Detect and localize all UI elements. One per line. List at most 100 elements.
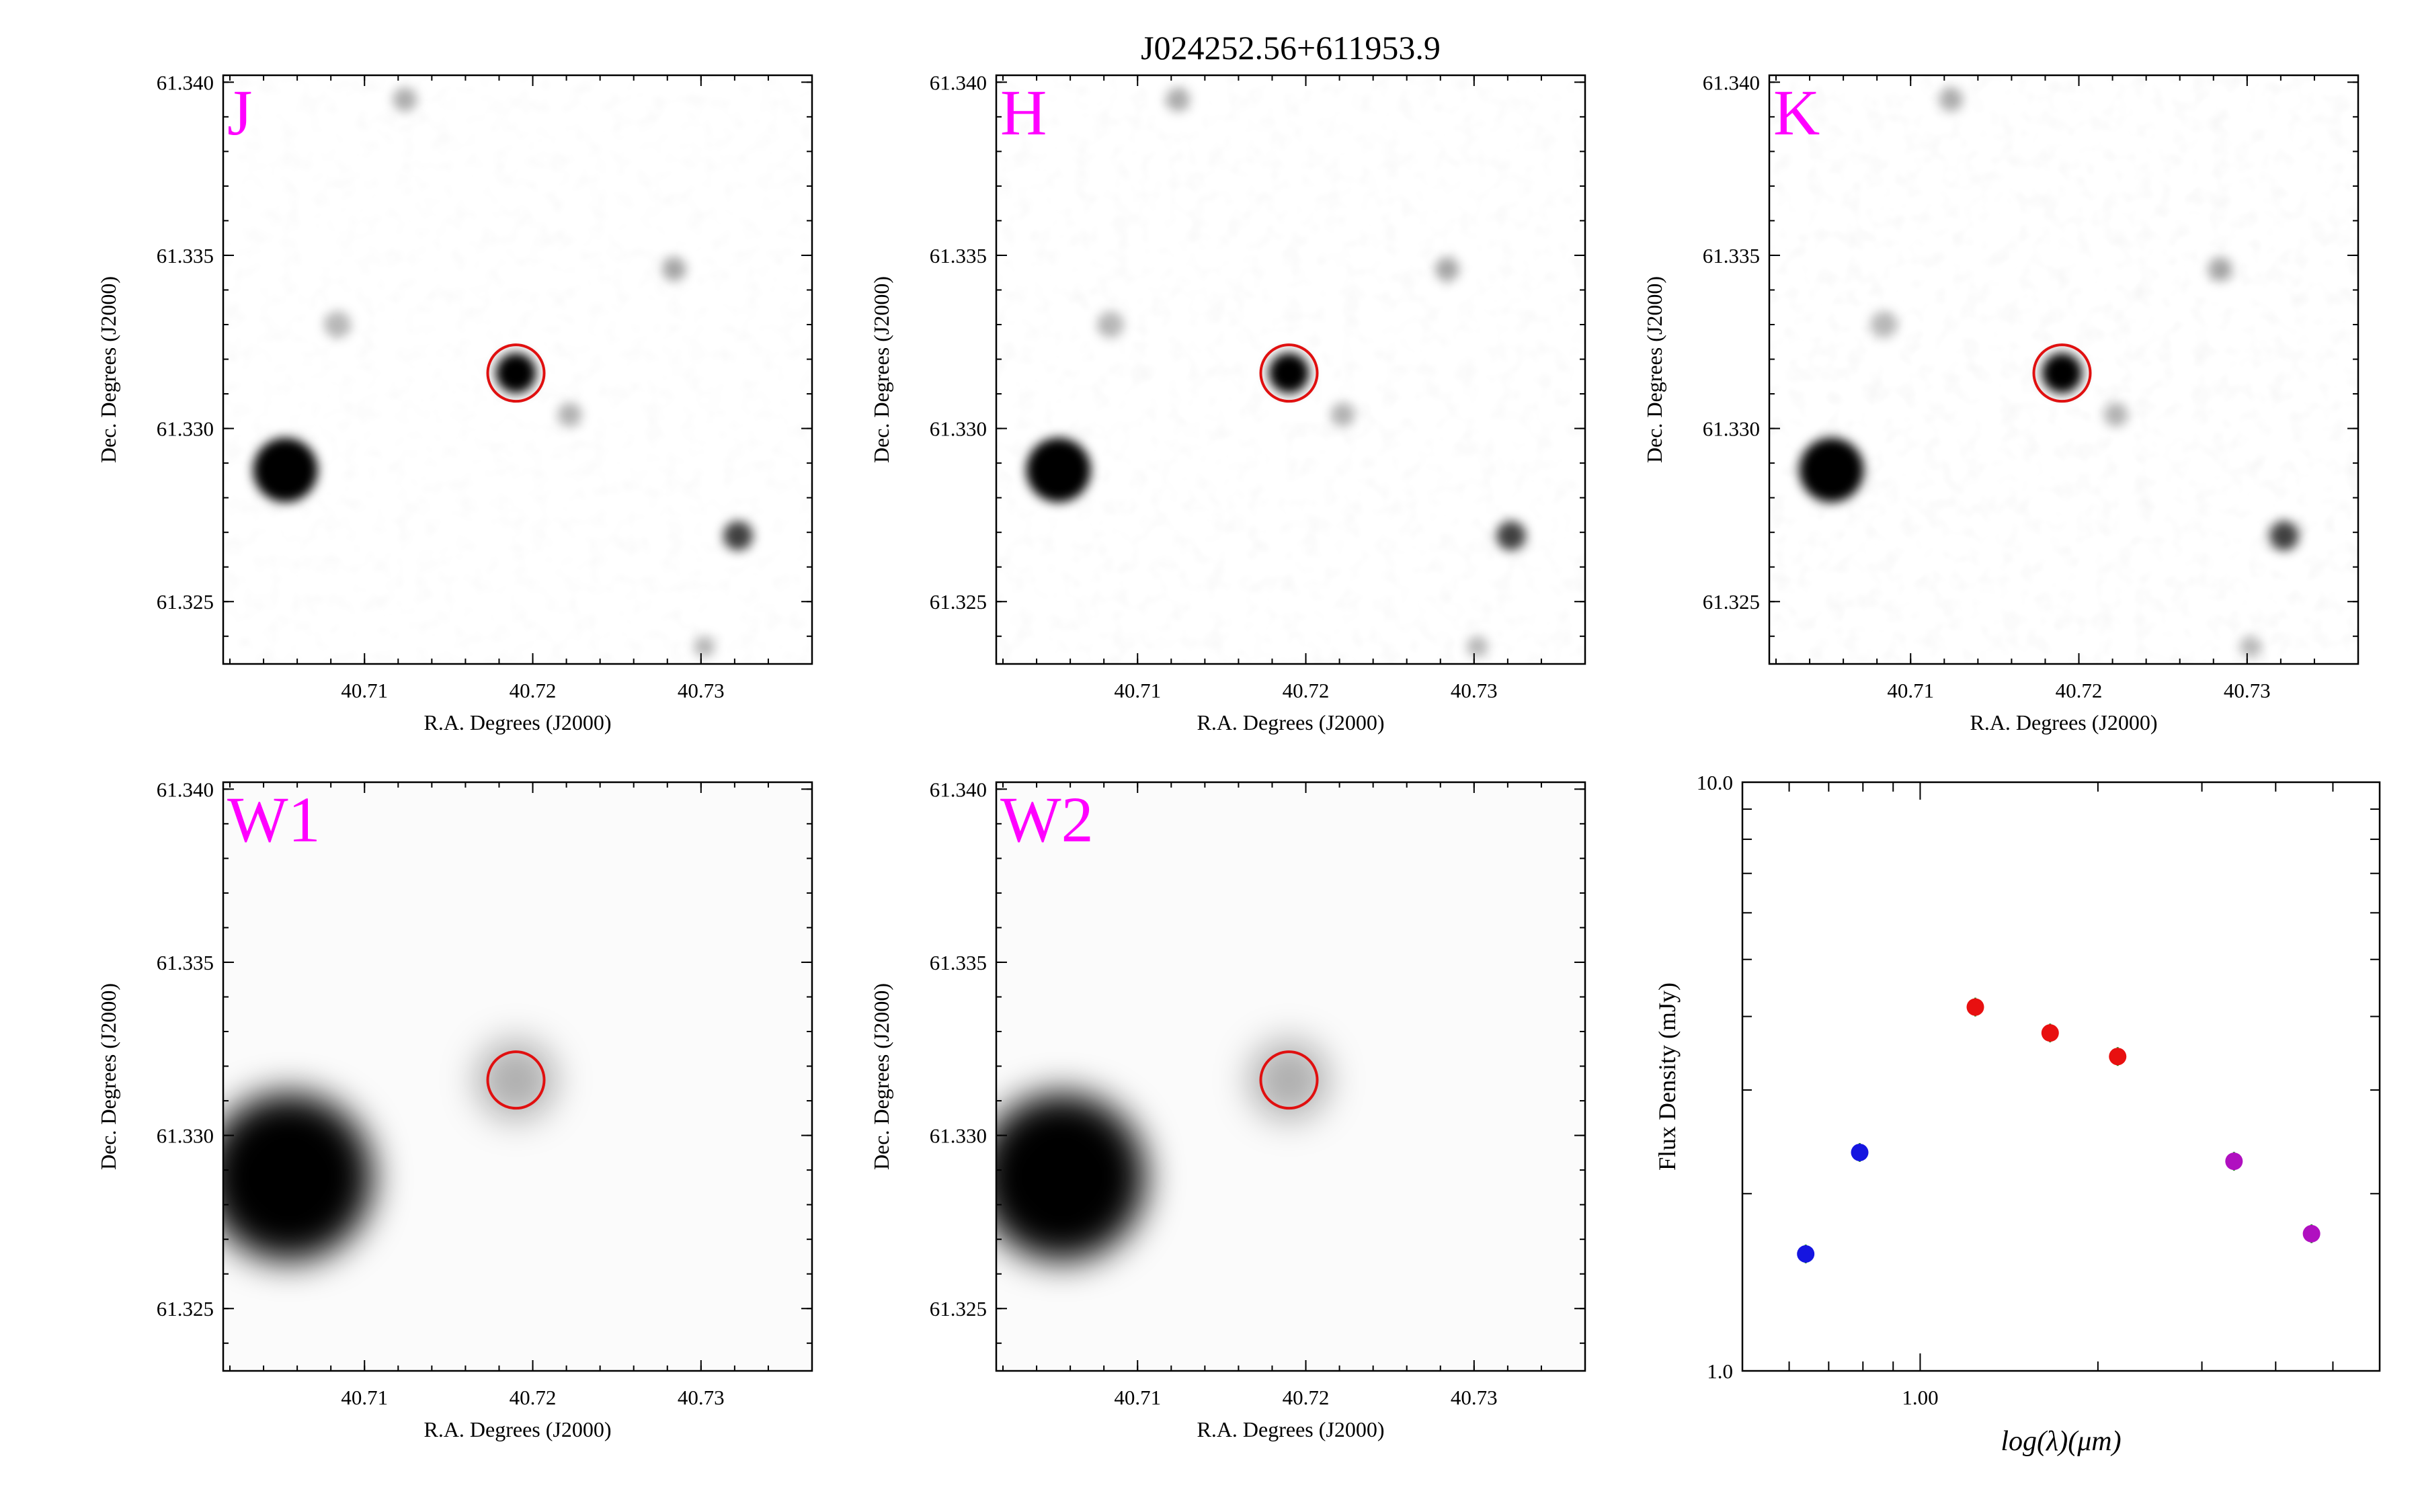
y-tick-label: 61.325 (930, 590, 987, 614)
star-source (1166, 87, 1191, 112)
y-tick-label: 61.325 (157, 1297, 214, 1320)
x-axis-label: R.A. Degrees (J2000) (1197, 710, 1384, 734)
y-axis-label: Dec. Degrees (J2000) (96, 276, 120, 463)
y-tick-label: 61.325 (930, 1297, 987, 1320)
y-tick-label: 61.340 (1703, 71, 1760, 94)
x-tick-label: 40.72 (510, 1386, 557, 1409)
star-source (324, 311, 352, 339)
x-tick-label: 40.71 (341, 679, 388, 702)
y-tick-label: 61.330 (930, 417, 987, 441)
x-tick-label: 40.72 (1283, 679, 1330, 702)
band-label: W2 (1000, 784, 1094, 855)
star-source (1097, 311, 1125, 339)
y-tick-label: 61.335 (930, 951, 987, 974)
sed-data-point (2041, 1024, 2059, 1042)
star-source (495, 353, 536, 394)
sed-data-point (1851, 1143, 1869, 1161)
y-tick-label: 61.335 (1703, 244, 1760, 267)
star-source (557, 402, 582, 427)
x-tick-label: 40.71 (341, 1386, 388, 1409)
x-tick-label: 40.73 (1451, 1386, 1498, 1409)
y-tick-label: 61.330 (157, 417, 214, 441)
image-panel-j: J 40.71 40.72 40.73 61.340 61.335 61.330 61.325… (96, 71, 813, 734)
x-axis-label: R.A. Degrees (J2000) (424, 1417, 611, 1441)
sed-data-point (1966, 998, 1984, 1016)
y-tick-label: 61.330 (1703, 417, 1760, 441)
sed-x-tick-label: 1.00 (1902, 1386, 1938, 1409)
star-source (1268, 353, 1309, 394)
star-source (693, 636, 715, 658)
band-label: W1 (227, 784, 321, 855)
y-tick-label: 61.340 (930, 778, 987, 801)
star-source (1496, 521, 1526, 551)
star-source (253, 437, 318, 503)
star-source (661, 257, 686, 282)
y-tick-label: 61.335 (157, 244, 214, 267)
band-label: J (227, 77, 252, 149)
x-tick-label: 40.72 (510, 679, 557, 702)
star-source (1799, 437, 1864, 503)
panel-frame (222, 781, 813, 1372)
y-axis-label: Dec. Degrees (J2000) (1642, 276, 1666, 463)
star-source-core (1022, 1138, 1101, 1216)
target-circle (1259, 1050, 1319, 1110)
y-tick-label: 61.325 (1703, 590, 1760, 614)
band-label: H (1000, 77, 1047, 149)
star-source (2208, 257, 2232, 282)
y-tick-label: 61.330 (157, 1124, 214, 1148)
sed-data-point (1797, 1245, 1815, 1263)
target-circle (486, 343, 546, 403)
sed-frame (1741, 781, 2381, 1372)
x-tick-label: 40.73 (678, 1386, 725, 1409)
star-source (1870, 311, 1898, 339)
x-tick-label: 40.72 (2056, 679, 2103, 702)
sed-chart: 1.00 10.0 1.0 log(λ)(μm) Flux Density (mJy) (1654, 771, 2381, 1457)
sky-image (223, 75, 812, 664)
sed-x-axis-label: log(λ)(μm) (2001, 1426, 2121, 1457)
star-source (1330, 402, 1355, 427)
sed-y-tick-label: 1.0 (1707, 1359, 1733, 1383)
target-circle (1259, 343, 1319, 403)
x-tick-label: 40.71 (1887, 679, 1934, 702)
star-source (2269, 521, 2299, 551)
sky-image (996, 782, 1585, 1371)
x-tick-label: 40.73 (678, 679, 725, 702)
sed-data-point (2109, 1048, 2127, 1066)
star-source-core (249, 1138, 328, 1216)
x-tick-label: 40.73 (1451, 679, 1498, 702)
image-panel-k: K 40.71 40.72 40.73 61.340 61.335 61.330 61.325… (1642, 71, 2360, 734)
panel-frame (995, 781, 1586, 1372)
star-source (2103, 402, 2128, 427)
panel-frame (222, 74, 813, 665)
y-axis-label: Dec. Degrees (J2000) (96, 983, 120, 1170)
star-source (723, 521, 753, 551)
star-source (2239, 636, 2261, 658)
panel-frame (995, 74, 1586, 665)
x-axis-label: R.A. Degrees (J2000) (1970, 710, 2157, 734)
star-source (1939, 87, 1964, 112)
sky-image (1769, 75, 2358, 664)
y-tick-label: 61.335 (930, 244, 987, 267)
x-axis-label: R.A. Degrees (J2000) (424, 710, 611, 734)
target-circle (486, 1050, 546, 1110)
y-tick-label: 61.340 (157, 71, 214, 94)
x-tick-label: 40.71 (1114, 1386, 1161, 1409)
star-source (393, 87, 417, 112)
image-panel-w1: W1 40.71 40.72 40.73 61.340 61.335 61.330 61.32… (96, 778, 813, 1441)
y-tick-label: 61.330 (930, 1124, 987, 1148)
target-circle (2032, 343, 2092, 403)
panel-frame (1768, 74, 2360, 665)
y-tick-label: 61.325 (157, 590, 214, 614)
sed-data-point (2225, 1152, 2243, 1171)
y-tick-label: 61.335 (157, 951, 214, 974)
star-source (2042, 353, 2083, 394)
image-panel-h: H 40.71 40.72 40.73 61.340 61.335 61.330 61.325… (869, 71, 1586, 734)
sky-image (223, 782, 812, 1371)
star-source (1435, 257, 1459, 282)
y-axis-label: Dec. Degrees (J2000) (869, 983, 893, 1170)
y-tick-label: 61.340 (157, 778, 214, 801)
figure-title: J024252.56+611953.9 (1141, 29, 1441, 67)
x-tick-label: 40.71 (1114, 679, 1161, 702)
star-source (1466, 636, 1488, 658)
